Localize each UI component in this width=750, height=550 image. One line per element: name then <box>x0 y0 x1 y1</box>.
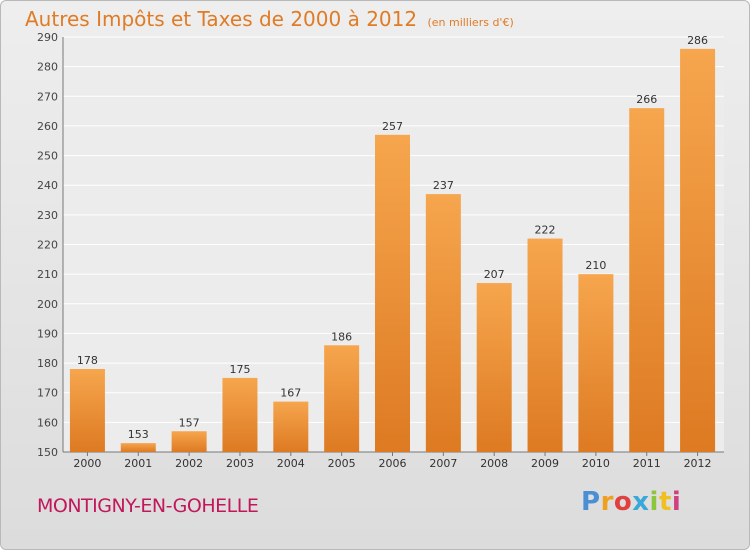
y-tick-label: 260 <box>37 120 58 133</box>
bar-value-label: 266 <box>636 93 657 106</box>
commune-name: MONTIGNY-EN-GOHELLE <box>37 495 259 517</box>
chart-title: Autres Impôts et Taxes de 2000 à 2012 (e… <box>25 7 514 31</box>
brand-letter: x <box>632 487 650 517</box>
x-tick-label: 2011 <box>633 457 661 470</box>
bar-value-label: 175 <box>229 363 250 376</box>
proxiti-logo: Proxiti <box>581 487 681 517</box>
y-tick-label: 210 <box>37 268 58 281</box>
bar-value-label: 167 <box>280 387 301 400</box>
x-tick-label: 2003 <box>226 457 254 470</box>
y-tick-label: 270 <box>37 90 58 103</box>
bar-value-label: 153 <box>128 428 149 441</box>
brand-letter: i <box>671 487 682 517</box>
bar <box>375 134 410 453</box>
brand-letter: t <box>658 487 672 517</box>
bar <box>120 443 156 452</box>
bar-value-label: 222 <box>535 224 556 237</box>
x-tick-label: 2008 <box>480 457 508 470</box>
brand-letter: r <box>600 487 614 517</box>
bar <box>273 401 309 452</box>
bar-value-label: 186 <box>331 330 352 343</box>
bar-value-label: 207 <box>484 268 505 281</box>
x-tick-label: 2012 <box>684 457 712 470</box>
y-tick-label: 250 <box>37 150 58 163</box>
x-tick-label: 2005 <box>328 457 356 470</box>
bar-value-label: 286 <box>687 34 708 47</box>
brand-letter: i <box>649 487 659 517</box>
x-tick-label: 2009 <box>531 457 559 470</box>
x-tick-label: 2001 <box>124 457 152 470</box>
y-tick-label: 190 <box>37 327 58 340</box>
bar-value-label: 237 <box>433 179 454 192</box>
x-tick-label: 2006 <box>379 457 407 470</box>
bar-value-label: 178 <box>77 354 98 367</box>
brand-letter: o <box>613 487 633 517</box>
y-tick-label: 150 <box>37 446 58 459</box>
bar <box>69 369 105 452</box>
x-tick-label: 2010 <box>582 457 610 470</box>
chart-unit: (en milliers d'€) <box>427 16 514 29</box>
bar <box>680 48 716 452</box>
bar <box>425 194 461 452</box>
x-tick-label: 2000 <box>73 457 101 470</box>
x-tick-label: 2007 <box>429 457 457 470</box>
y-tick-label: 180 <box>37 357 58 370</box>
y-tick-label: 200 <box>37 298 58 311</box>
bar <box>527 238 563 452</box>
brand-letter: P <box>581 487 601 517</box>
y-tick-label: 290 <box>37 31 58 44</box>
bar-value-label: 157 <box>179 416 200 429</box>
bar <box>171 431 207 452</box>
bar <box>629 108 665 453</box>
bar-value-label: 257 <box>382 120 403 133</box>
chart-title-text: Autres Impôts et Taxes de 2000 à 2012 <box>25 7 418 31</box>
y-tick-label: 230 <box>37 209 58 222</box>
y-tick-label: 280 <box>37 61 58 74</box>
bar <box>578 274 614 452</box>
y-tick-label: 220 <box>37 239 58 252</box>
bar <box>222 377 258 452</box>
y-tick-label: 240 <box>37 179 58 192</box>
bar <box>324 345 360 452</box>
y-tick-label: 160 <box>37 416 58 429</box>
bar <box>476 283 512 452</box>
x-tick-label: 2002 <box>175 457 203 470</box>
x-tick-label: 2004 <box>277 457 305 470</box>
y-tick-label: 170 <box>37 387 58 400</box>
bar-value-label: 210 <box>585 259 606 272</box>
